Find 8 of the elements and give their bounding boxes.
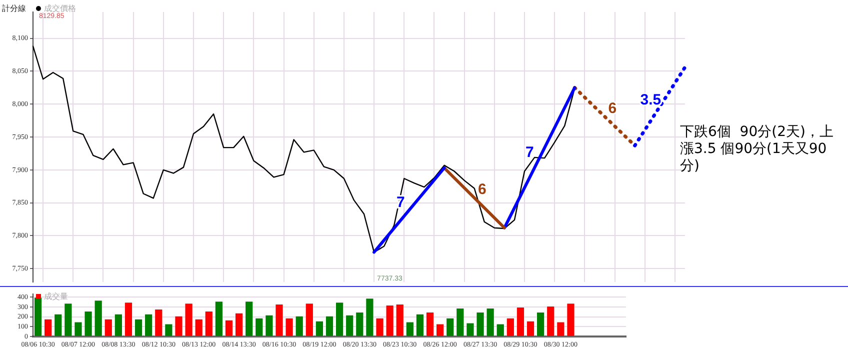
annotation: 下跌6個 90分(2天)，上漲3.5 個90分(1天又90分) — [680, 124, 834, 175]
legend-label: 成交量 — [44, 291, 68, 302]
legend-label: 成交價格 — [44, 3, 76, 13]
chart-title: 計分線 — [2, 3, 26, 14]
series-label: 6 — [478, 181, 486, 198]
series-label: 7 — [526, 144, 534, 161]
series-label: 3.5 — [640, 92, 662, 109]
series-label: 6 — [608, 100, 617, 117]
